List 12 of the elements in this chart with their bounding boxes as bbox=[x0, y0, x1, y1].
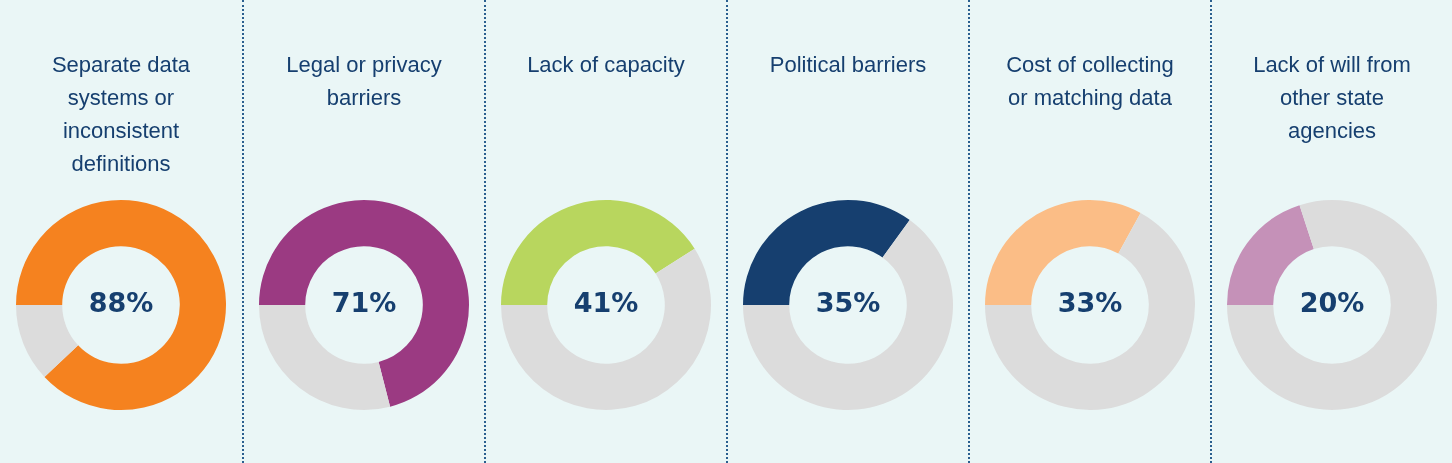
chart-title: Legal or privacy barriers bbox=[285, 51, 443, 112]
text: 41% bbox=[573, 287, 639, 319]
text: 35% bbox=[815, 287, 881, 319]
chart-title: Lack of will from other state agencies bbox=[1252, 51, 1412, 145]
chart-title: Cost of collecting or matching data bbox=[1005, 51, 1175, 112]
chart-title: Separate data systems or inconsistent definitions bbox=[50, 51, 192, 178]
text: 20% bbox=[1299, 287, 1365, 319]
text: 88% bbox=[88, 287, 154, 319]
chart-title: Lack of capacity bbox=[526, 51, 686, 79]
text: 33% bbox=[1057, 287, 1123, 319]
chart-title: Political barriers bbox=[768, 51, 928, 79]
text: 71% bbox=[331, 287, 397, 319]
